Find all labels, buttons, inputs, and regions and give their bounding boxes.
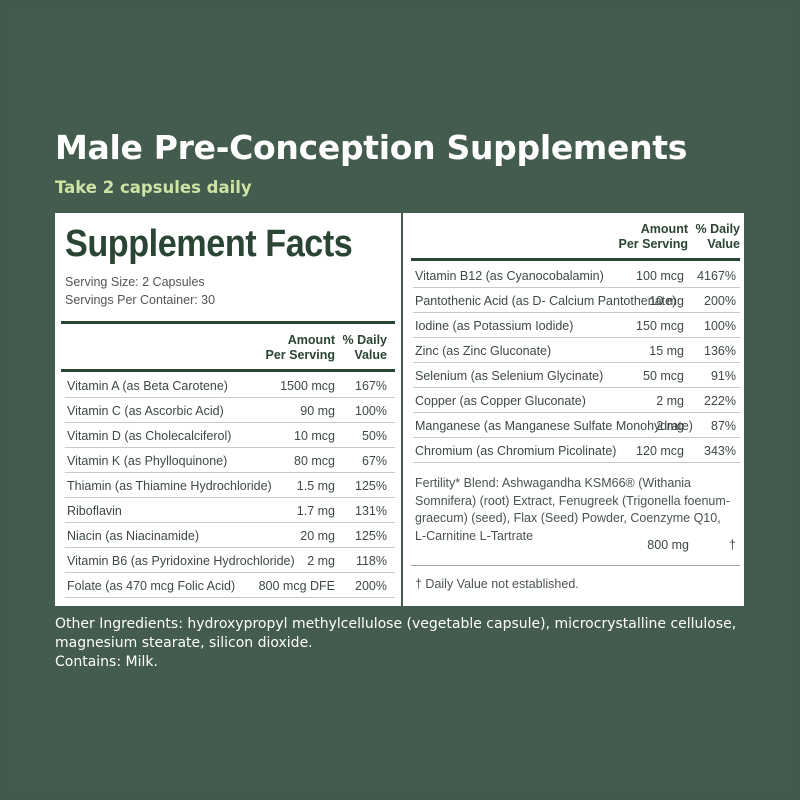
nutrient-name: Folate (as 470 mcg Folic Acid) [67,579,236,593]
nutrient-name: Selenium (as Selenium Glycinate) [415,369,604,383]
serving-size: Serving Size: 2 Capsules [65,275,205,289]
nutrient-row: Pantothenic Acid (as D- Calcium Pantothe… [413,288,740,313]
nutrient-daily-value: 343% [704,444,736,458]
nutrient-row: Riboflavin 1.7 mg 131% [65,498,395,523]
nutrient-name: Vitamin K (as Phylloquinone) [67,454,228,468]
nutrient-name: Vitamin D (as Cholecalciferol) [67,429,232,443]
facts-left-column: Supplement Facts Serving Size: 2 Capsule… [55,213,403,606]
daily-value-footnote: † Daily Value not established. [415,577,579,591]
nutrient-amount: 120 mcg [636,444,684,458]
supplement-facts-panel: Supplement Facts Serving Size: 2 Capsule… [55,213,744,606]
nutrient-daily-value: 67% [361,454,387,468]
table-top-rule-right [411,258,740,261]
nutrient-row: Vitamin B6 (as Pyridoxine Hydrochloride)… [65,548,395,573]
nutrient-amount: 90 mg [300,404,335,418]
daily-value-header: % Daily Value [342,333,387,362]
footnote-rule [411,565,740,566]
nutrient-amount: 10 mg [649,294,684,308]
page-title: Male Pre-Conception Supplements [55,128,688,167]
nutrient-row: Thiamin (as Thiamine Hydrochloride) 1.5 m… [65,473,395,498]
nutrient-amount: 100 mcg [636,269,684,283]
nutrient-name: Zinc (as Zinc Gluconate) [415,344,552,358]
nutrient-row: Vitamin B12 (as Cyanocobalamin) 100 mcg 41… [413,263,740,288]
nutrient-name: Chromium (as Chromium Picolinate) [415,444,617,458]
dosage-subtitle: Take 2 capsules daily [55,178,252,197]
daily-value-header-right: % Daily Value [695,222,740,251]
nutrient-daily-value: 167% [355,379,387,393]
servings-per-container: Servings Per Container: 30 [65,293,216,307]
nutrient-name: Riboflavin [67,504,122,518]
nutrient-name: Pantothenic Acid (as D- Calcium Pantothe… [415,294,677,308]
nutrient-row: Vitamin C (as Ascorbic Acid) 90 mg 100% [65,398,395,423]
nutrient-daily-value: 50% [361,429,387,443]
nutrient-daily-value: 136% [704,344,736,358]
nutrient-row: Copper (as Copper Gluconate) 2 mg 222% [413,388,740,413]
nutrient-amount: 2 mg [307,554,335,568]
nutrient-amount: 2 mg [656,394,684,408]
nutrient-name: Vitamin B12 (as Cyanocobalamin) [415,269,604,283]
nutrient-amount: 20 mg [300,529,335,543]
nutrient-daily-value: 222% [704,394,736,408]
nutrient-amount: 1.7 mg [296,504,335,518]
nutrient-amount: 1.5 mg [296,479,335,493]
nutrient-row: Selenium (as Selenium Glycinate) 50 mcg 91… [413,363,740,388]
nutrient-amount: 150 mcg [636,319,684,333]
nutrient-row: Iodine (as Potassium Iodide) 150 mcg 100% [413,313,740,338]
nutrient-row: Vitamin A (as Beta Carotene) 1500 mcg 167% [65,373,395,398]
nutrient-row: Chromium (as Chromium Picolinate) 120 mcg… [413,438,740,463]
other-ingredients: Other Ingredients: hydroxypropyl methylc… [55,615,755,672]
amount-header: Amount Per Serving [265,333,335,362]
amount-header-right: Amount Per Serving [618,222,688,251]
nutrient-name: Vitamin C (as Ascorbic Acid) [67,404,224,418]
nutrient-amount: 1500 mcg [280,379,335,393]
allergen-statement: Contains: Milk. [55,654,158,670]
nutrient-name: Iodine (as Potassium Iodide) [415,319,574,333]
nutrient-daily-value: 125% [355,479,387,493]
nutrient-row: Vitamin K (as Phylloquinone) 80 mcg 67% [65,448,395,473]
nutrient-daily-value: 87% [710,419,736,433]
nutrient-amount: 80 mcg [294,454,335,468]
nutrient-name: Manganese (as Manganese Sulfate Monohydr… [415,419,693,433]
fertility-blend-amount: 800 mg [647,538,689,552]
nutrient-name: Niacin (as Niacinamide) [67,529,199,543]
nutrient-amount: 2 mg [656,419,684,433]
nutrient-daily-value: 200% [355,579,387,593]
nutrient-daily-value: 91% [710,369,736,383]
nutrient-name: Thiamin (as Thiamine Hydrochloride) [67,479,272,493]
nutrient-daily-value: 131% [355,504,387,518]
nutrient-name: Vitamin B6 (as Pyridoxine Hydrochloride) [67,554,295,568]
nutrient-row: Vitamin D (as Cholecalciferol) 10 mcg 50% [65,423,395,448]
nutrient-row: Folate (as 470 mcg Folic Acid) 800 mcg DF… [65,573,395,598]
nutrient-daily-value: 200% [704,294,736,308]
nutrient-amount: 800 mcg DFE [258,579,335,593]
nutrient-daily-value: 125% [355,529,387,543]
header-rule [61,321,395,324]
nutrient-daily-value: 118% [355,554,387,568]
other-ingredients-text: Other Ingredients: hydroxypropyl methylc… [55,616,737,651]
nutrient-name: Vitamin A (as Beta Carotene) [67,379,228,393]
fertility-blend-dv: † [729,538,736,552]
nutrient-amount: 15 mg [649,344,684,358]
facts-right-column: Amount Per Serving % Daily Value Vitamin… [405,213,744,606]
nutrient-daily-value: 100% [355,404,387,418]
nutrient-row: Niacin (as Niacinamide) 20 mg 125% [65,523,395,548]
nutrient-amount: 10 mcg [294,429,335,443]
nutrient-daily-value: 100% [704,319,736,333]
supplement-facts-title: Supplement Facts [65,223,353,265]
nutrient-daily-value: 4167% [697,269,736,283]
table-top-rule [61,369,395,372]
nutrient-name: Copper (as Copper Gluconate) [415,394,586,408]
nutrient-row: Manganese (as Manganese Sulfate Monohydr… [413,413,740,438]
fertility-blend-text: Fertility* Blend: Ashwagandha KSM66® (Wi… [415,476,730,543]
nutrient-amount: 50 mcg [643,369,684,383]
nutrient-row: Zinc (as Zinc Gluconate) 15 mg 136% [413,338,740,363]
